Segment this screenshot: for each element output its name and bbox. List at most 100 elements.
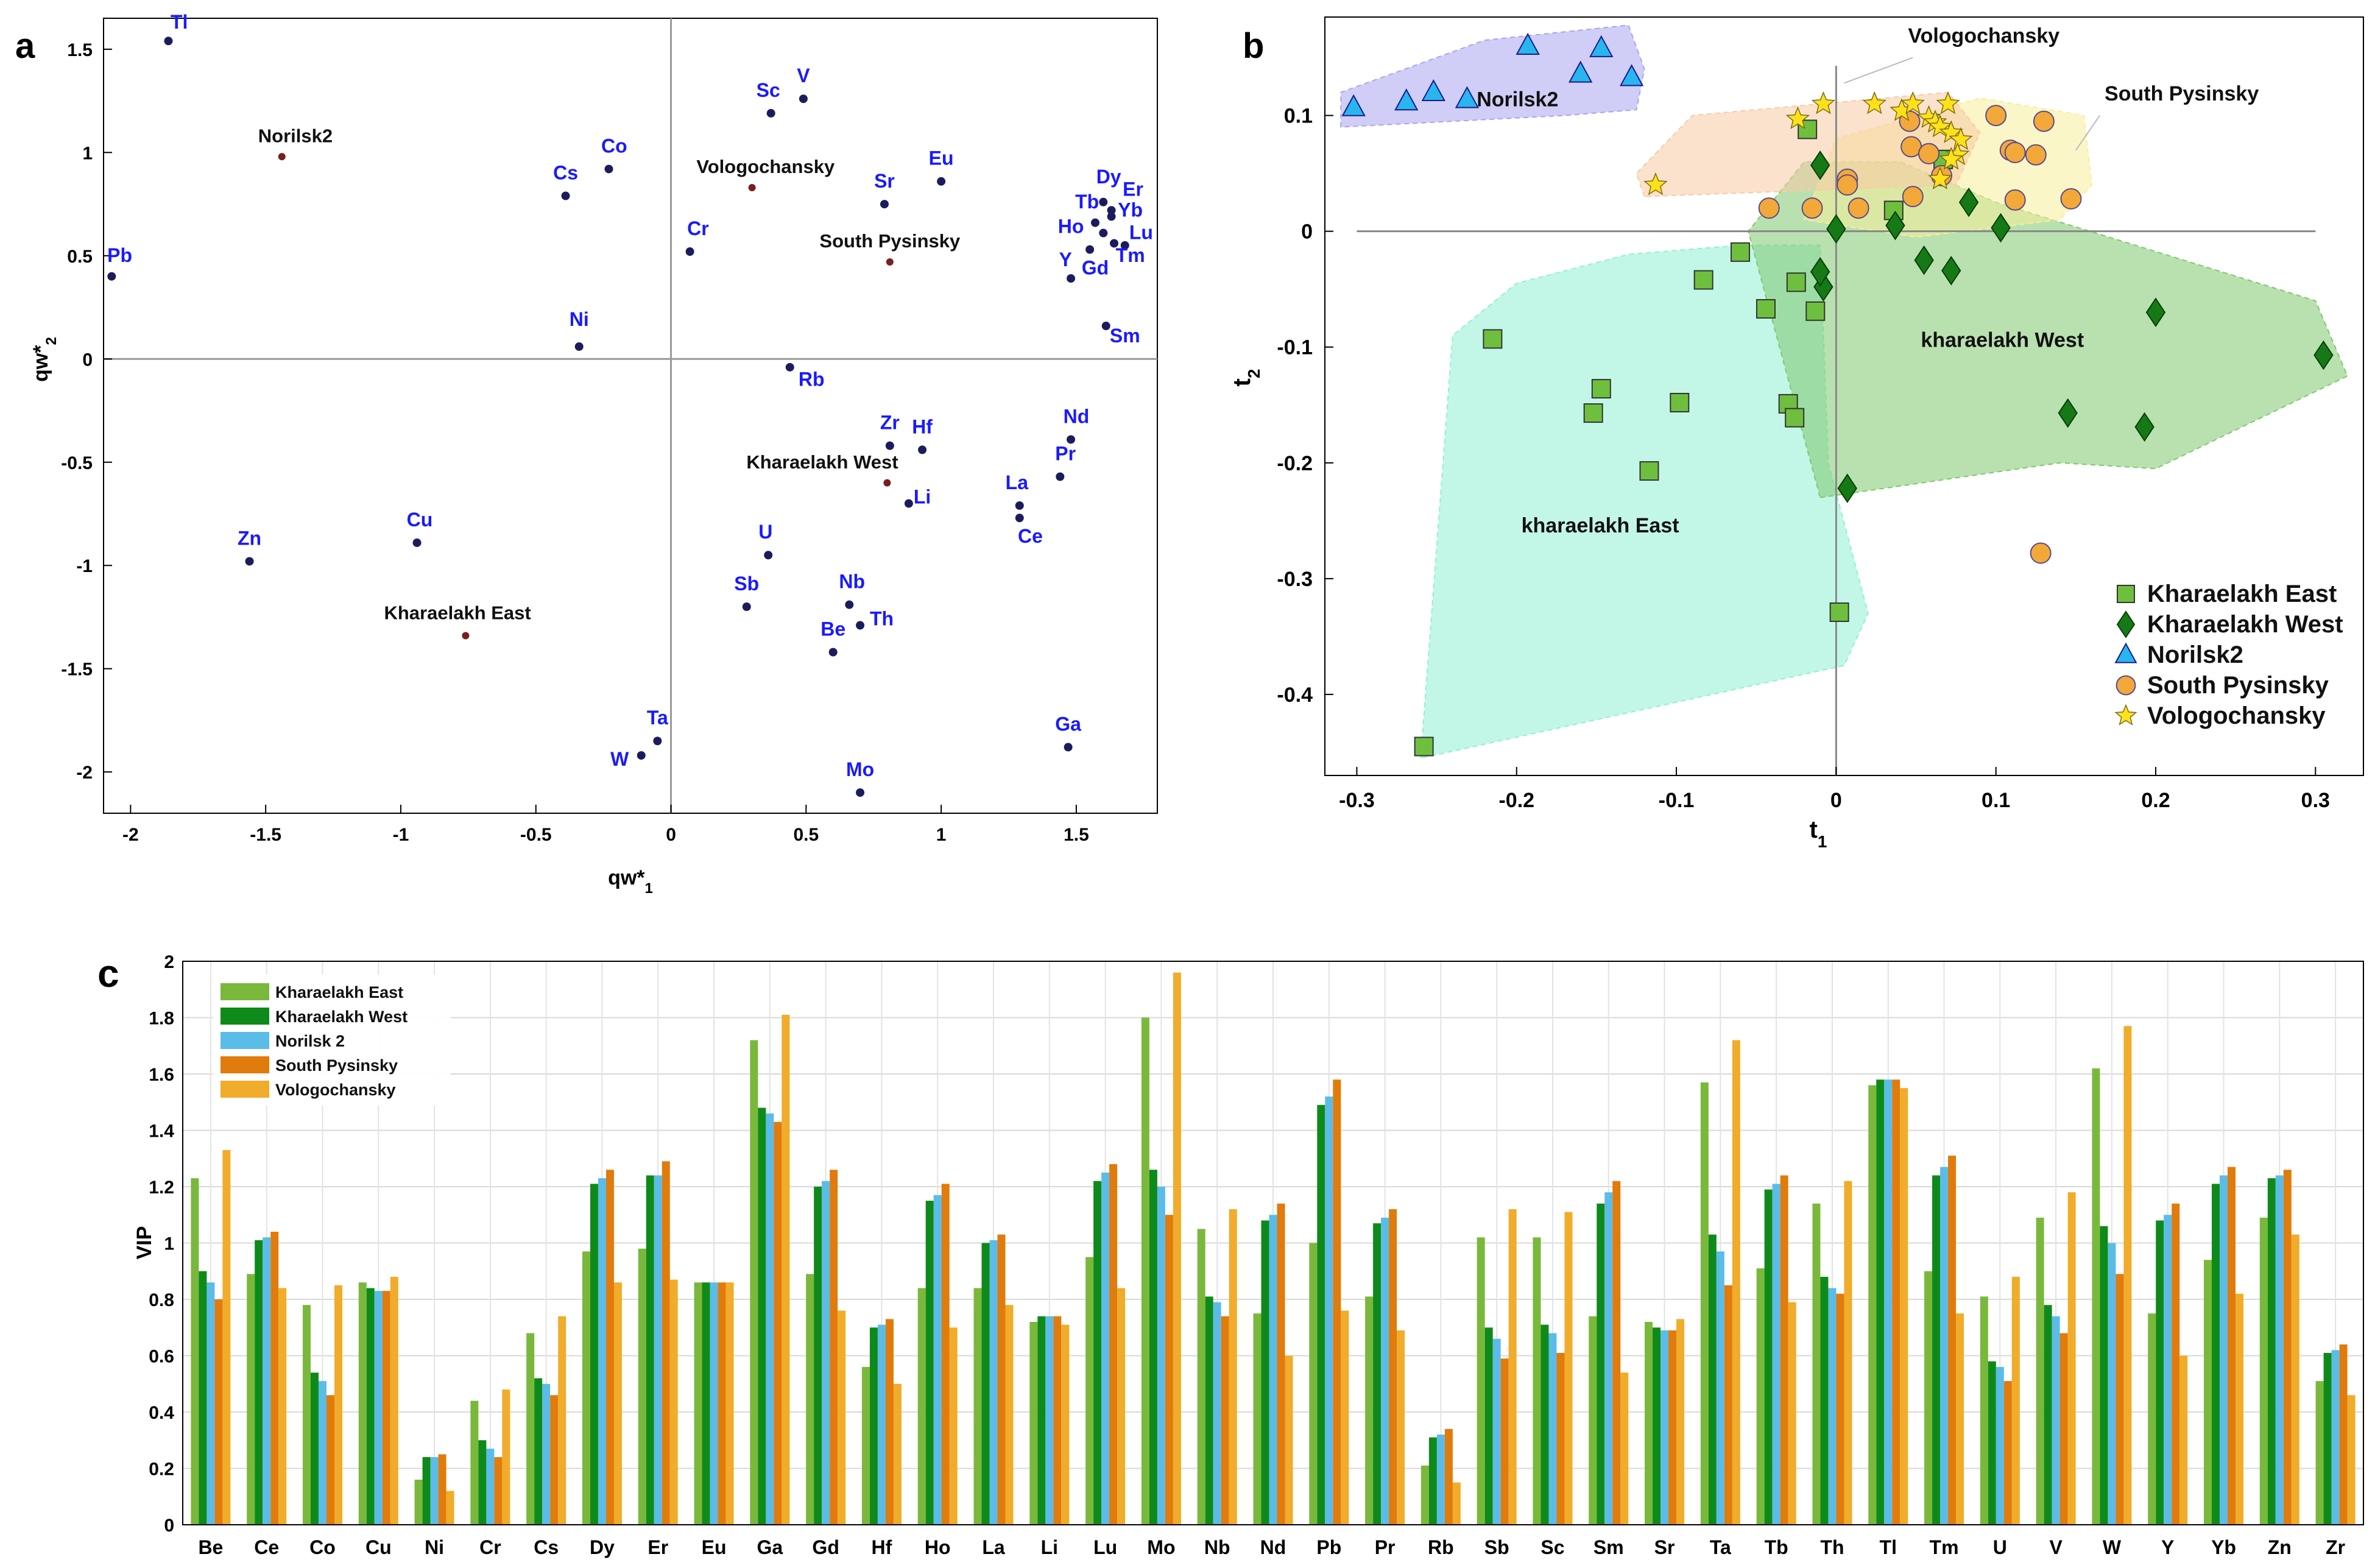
panel-c-bar-co-kharaelakh-east: [302, 1305, 311, 1525]
panel-c-legend-label-kharaelakh-west: Kharaelakh West: [275, 1008, 408, 1026]
panel-a-y-tick-label: 0.5: [67, 247, 93, 267]
panel-b-point-south-pysinsky: [1918, 143, 1940, 164]
panel-b-plot-area: -0.3 -0.2 -0.1 0 0.1 0.2 0.3 0.1 0 -0.1 -0.2 -0.3 -0…: [1277, 24, 2349, 812]
panel-a-label-cr: Cr: [687, 217, 709, 239]
panel-c-bar-li-vologochansky: [1061, 1324, 1070, 1525]
panel-b-point-kharaelakh-west: [1837, 473, 1857, 503]
panel-c-bar-pr-south-pysinsky: [1389, 1209, 1397, 1525]
panel-a-point-ni: [574, 342, 584, 351]
panel-c-bar-ta-norilsk-2: [1716, 1251, 1724, 1525]
panel-a-label-cu: Cu: [407, 509, 433, 531]
panel-c-bar-be-norilsk-2: [206, 1282, 215, 1525]
panel-a-group-point-kharaelakh-east: [462, 632, 470, 640]
panel-c-bar-er-norilsk-2: [654, 1175, 662, 1525]
panel-a-point-dy: [1099, 197, 1108, 207]
panel-c-bar-co-vologochansky: [334, 1285, 342, 1525]
panel-a-group-point-vologochansky: [748, 183, 756, 191]
panel-a-group-point-south-pysinsky: [886, 258, 894, 266]
panel-c-bar-er-south-pysinsky: [662, 1161, 670, 1525]
panel-a-point-ta: [653, 736, 662, 746]
panel-c-legend: Kharaelakh East Kharaelakh West Norilsk 2 S…: [213, 975, 451, 1106]
panel-c-bar-la-vologochansky: [1005, 1305, 1014, 1525]
panel-c-legend-swatch-norilsk-2: [221, 1032, 269, 1049]
panel-b-point-south-pysinsky: [2060, 188, 2082, 210]
panel-c-x-tick-label-mo: Mo: [1147, 1536, 1175, 1558]
panel-a-label-v: V: [797, 65, 810, 87]
panel-b-point-south-pysinsky: [1902, 186, 1924, 208]
panel-a-point-pr: [1056, 472, 1065, 481]
panel-c-bar-tl-kharaelakh-east: [1868, 1085, 1877, 1525]
panel-c-bar-th-norilsk-2: [1828, 1288, 1837, 1525]
panel-c-bar-mo-norilsk-2: [1157, 1187, 1165, 1525]
panel-a-label-co: Co: [601, 135, 627, 157]
panel-c-bar-tm-south-pysinsky: [1948, 1156, 1957, 1525]
panel-c-x-tick-label-y: Y: [2161, 1536, 2174, 1558]
panel-c-bar-sm-kharaelakh-east: [1589, 1316, 1597, 1525]
panel-b-legend-label-kharaelakh-east: Kharaelakh East: [2147, 581, 2337, 607]
panel-c-bar-ta-kharaelakh-east: [1700, 1082, 1709, 1525]
panel-c-bar-yb-vologochansky: [2236, 1293, 2244, 1525]
panel-a-point-co: [604, 164, 613, 174]
panel-b-region-kharaelakh-west: [1748, 161, 2349, 498]
panel-c-bar-mo-vologochansky: [1173, 972, 1181, 1525]
panel-c-bar-ni-south-pysinsky: [438, 1454, 446, 1525]
panel-c-bar-sc-kharaelakh-east: [1533, 1237, 1541, 1525]
panel-a-label-sm: Sm: [1110, 325, 1140, 347]
panel-a-label-zr: Zr: [880, 412, 900, 434]
panel-a-label-y: Y: [1059, 249, 1072, 270]
panel-c-bar-cs-south-pysinsky: [550, 1395, 559, 1525]
panel-c-x-tick-label-cs: Cs: [534, 1536, 559, 1558]
panel-c-bar-tb-norilsk-2: [1772, 1184, 1780, 1525]
panel-c-bar-pb-kharaelakh-east: [1309, 1243, 1318, 1525]
panel-c-bar-gd-vologochansky: [838, 1310, 846, 1525]
panel-b-point-norilsk2: [1394, 88, 1419, 111]
panel-a-x-tick-label: 0.5: [793, 825, 819, 845]
panel-a-loadings-plot: -2 -1.5 -1 -0.5 0 0.5 1 1.5 1.5 1 0.5 0 -0.5 -1 -1.5 -2…: [29, 11, 1158, 897]
panel-c-legend-swatch-kharaelakh-east: [221, 983, 269, 1000]
panel-a-label-w: W: [610, 748, 629, 770]
panel-c-bar-sc-vologochansky: [1564, 1212, 1573, 1525]
panel-c-bar-pb-vologochansky: [1341, 1310, 1349, 1525]
panel-c-bar-zn-vologochansky: [2291, 1234, 2299, 1525]
panel-b-point-kharaelakh-west: [2134, 412, 2154, 442]
panel-b-point-norilsk2: [1341, 94, 1366, 116]
panel-b-point-south-pysinsky: [2004, 141, 2026, 163]
panel-c-legend-swatch-vologochansky: [221, 1081, 269, 1098]
panel-c-bar-li-norilsk-2: [1045, 1316, 1054, 1525]
panel-b-x-tick-label: 0.1: [1982, 789, 2010, 812]
panel-a-point-u: [764, 551, 773, 560]
panel-c-bar-nb-norilsk-2: [1213, 1302, 1221, 1525]
panel-c-bar-ho-kharaelakh-east: [917, 1288, 926, 1525]
panel-a-label-pb: Pb: [107, 244, 132, 266]
panel-a-group-point-norilsk2: [278, 153, 286, 161]
panel-a-x-label-sub: 1: [645, 880, 653, 897]
panel-b-legend-label-vologochansky: Vologochansky: [2147, 702, 2326, 729]
panel-a-label-ce: Ce: [1018, 525, 1043, 547]
panel-c-x-tick-label-th: Th: [1820, 1536, 1844, 1558]
panel-c-bar-ce-kharaelakh-east: [247, 1274, 255, 1525]
panel-c-bar-tl-vologochansky: [1900, 1088, 1908, 1525]
panel-b-y-tick-label: -0.1: [1277, 336, 1313, 359]
panel-c-bar-ta-south-pysinsky: [1724, 1285, 1732, 1525]
panel-a-label-th: Th: [870, 608, 894, 630]
panel-a-y-tick-label: 1.5: [67, 40, 93, 60]
panel-c-bar-ga-south-pysinsky: [774, 1121, 782, 1525]
panel-c-bar-tl-south-pysinsky: [1892, 1079, 1900, 1525]
panel-c-bar-w-vologochansky: [2123, 1026, 2132, 1525]
panel-a-label-tl: Tl: [171, 11, 188, 33]
panel-c-bar-dy-norilsk-2: [598, 1178, 606, 1525]
panel-a-x-tick-label: -1: [393, 825, 409, 845]
panel-c-bar-cr-norilsk-2: [486, 1449, 495, 1525]
panel-b-point-south-pysinsky: [2033, 110, 2055, 132]
panel-c-bar-pr-vologochansky: [1397, 1330, 1405, 1525]
panel-b-point-norilsk2: [1421, 79, 1446, 102]
panel-a-point-hf: [918, 445, 927, 454]
panel-c-bar-sc-norilsk-2: [1548, 1333, 1557, 1525]
panel-b-point-south-pysinsky: [2030, 542, 2052, 564]
panel-b-point-norilsk2: [1589, 35, 1614, 57]
panel-b-point-kharaelakh-west: [1958, 187, 1979, 217]
panel-b-legend-marker-vologochansky: [2114, 704, 2137, 726]
panel-c-bar-v-kharaelakh-east: [2036, 1217, 2044, 1525]
panel-b-x-label-sub: 1: [1818, 832, 1827, 851]
panel-c-x-tick-label-gd: Gd: [812, 1536, 839, 1558]
